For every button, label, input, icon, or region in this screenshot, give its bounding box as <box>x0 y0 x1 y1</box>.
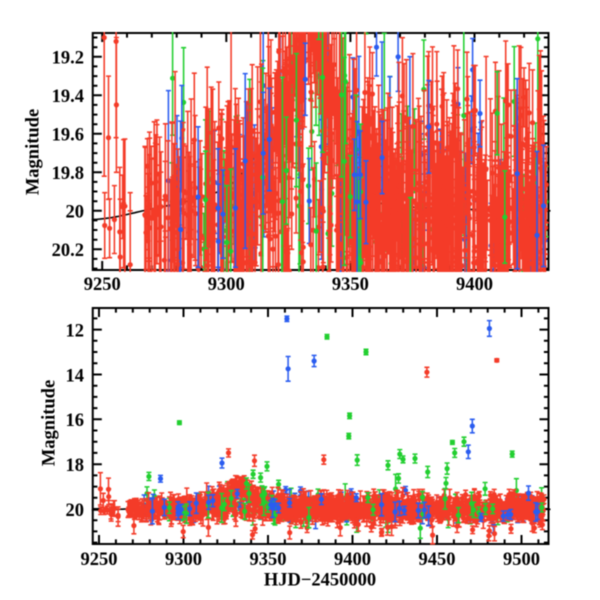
svg-text:19.6: 19.6 <box>52 126 84 146</box>
svg-text:16: 16 <box>66 411 85 431</box>
svg-text:20: 20 <box>66 203 85 223</box>
svg-text:9250: 9250 <box>81 550 118 570</box>
svg-text:12: 12 <box>66 322 85 342</box>
svg-text:9250: 9250 <box>84 275 121 295</box>
svg-text:9450: 9450 <box>419 550 456 570</box>
svg-text:9350: 9350 <box>332 275 369 295</box>
svg-text:9400: 9400 <box>456 275 493 295</box>
svg-text:Magnitude: Magnitude <box>24 109 44 195</box>
svg-text:20: 20 <box>66 501 85 521</box>
svg-text:18: 18 <box>66 456 85 476</box>
svg-text:9500: 9500 <box>503 550 540 570</box>
svg-text:HJD−2450000: HJD−2450000 <box>264 571 376 591</box>
svg-text:9350: 9350 <box>250 550 287 570</box>
svg-text:19.2: 19.2 <box>52 49 84 69</box>
svg-text:Magnitude: Magnitude <box>40 380 60 466</box>
svg-text:9300: 9300 <box>208 275 245 295</box>
svg-text:20.2: 20.2 <box>52 241 84 261</box>
svg-text:19.4: 19.4 <box>52 87 84 107</box>
svg-text:9300: 9300 <box>165 550 202 570</box>
svg-text:19.8: 19.8 <box>52 164 84 184</box>
svg-text:14: 14 <box>66 366 85 386</box>
svg-text:9400: 9400 <box>334 550 371 570</box>
